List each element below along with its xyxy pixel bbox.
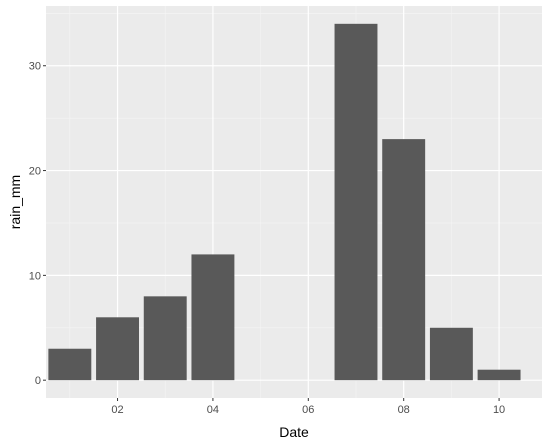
bar — [96, 317, 139, 381]
x-tick-label: 10 — [493, 404, 505, 416]
bar — [48, 348, 92, 381]
y-tick-label: 30 — [29, 61, 41, 73]
x-tick-label: 08 — [398, 404, 410, 416]
x-tick-label: 06 — [302, 404, 314, 416]
x-tick-label: 04 — [207, 404, 219, 416]
bar — [382, 139, 426, 381]
y-tick-label: 20 — [29, 166, 41, 178]
y-axis: 0 10 20 30 — [29, 61, 46, 387]
bar — [429, 327, 473, 381]
bar — [191, 254, 235, 381]
bars — [48, 23, 521, 381]
bar — [334, 23, 378, 381]
y-axis-title: rain_mm — [7, 175, 23, 229]
y-tick-label: 10 — [29, 270, 41, 282]
x-axis: 02 04 06 08 10 — [111, 398, 505, 416]
bar — [143, 296, 187, 381]
x-axis-title: Date — [279, 424, 309, 440]
bar — [477, 369, 521, 381]
x-tick-label: 02 — [111, 404, 123, 416]
y-tick-label: 0 — [35, 375, 41, 387]
